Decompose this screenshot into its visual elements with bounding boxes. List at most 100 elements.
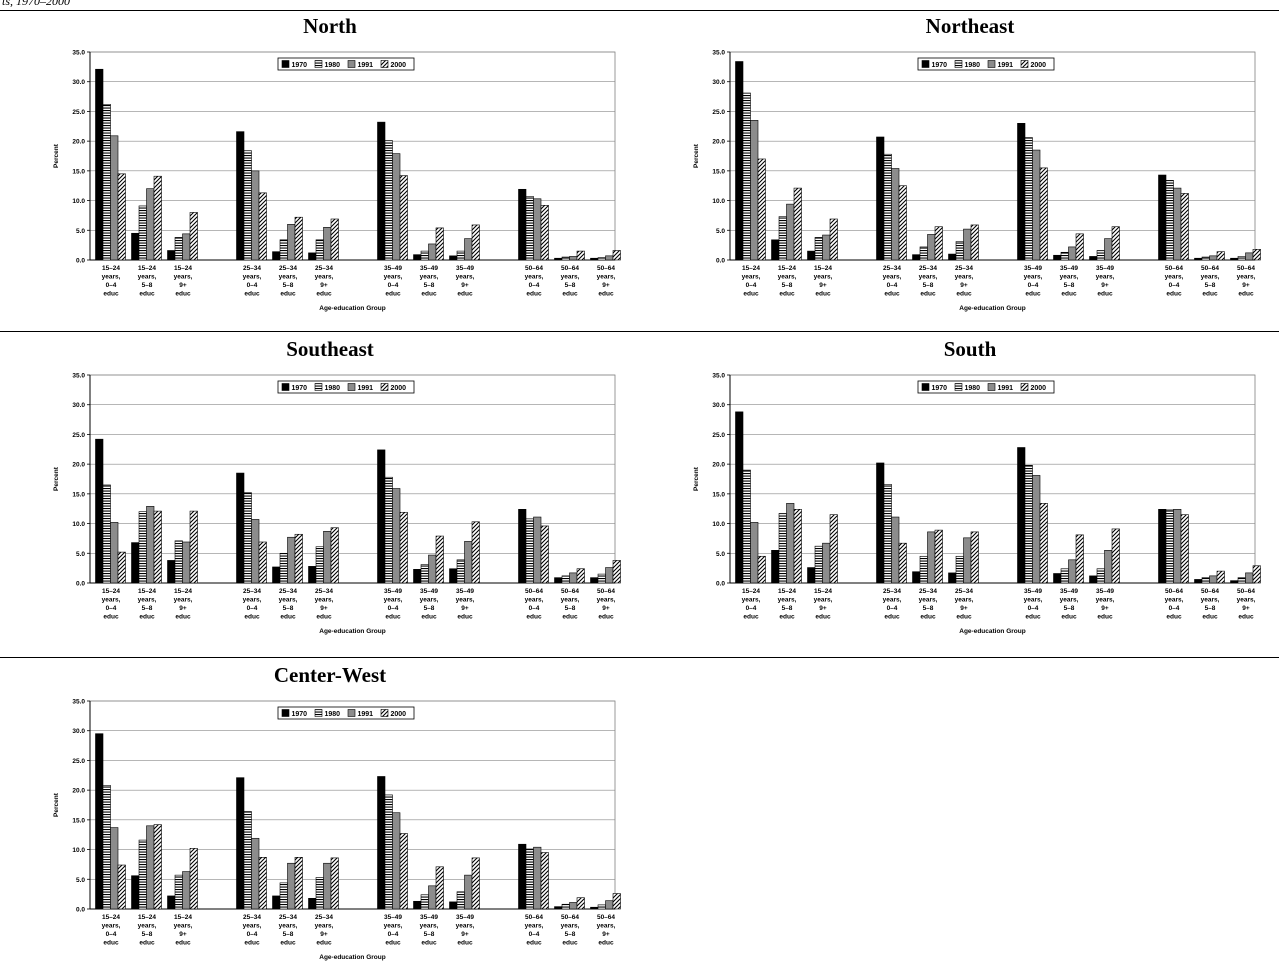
bar-1980 — [243, 150, 252, 261]
y-tick-label: 0.0 — [76, 581, 85, 588]
bar-1991 — [1209, 255, 1218, 261]
x-tick-label: educ — [598, 614, 614, 621]
bar-1970 — [308, 252, 317, 261]
bar-1970 — [167, 560, 176, 584]
x-tick-label: 35–49 — [456, 265, 474, 272]
y-tick-label: 5.0 — [76, 228, 85, 235]
y-tick-label: 0.0 — [716, 581, 725, 588]
x-tick-label: educ — [385, 614, 401, 621]
bar-1991 — [392, 488, 401, 584]
bar-1991 — [392, 153, 401, 261]
bar-1991 — [146, 506, 155, 584]
bar-2000 — [258, 541, 267, 584]
bar-2000 — [970, 531, 979, 584]
x-tick-label: 50–64 — [525, 914, 543, 921]
chart-title: Northeast — [925, 14, 1015, 38]
bar-1980 — [243, 492, 252, 584]
x-tick-label: 9+ — [320, 931, 328, 938]
bar-1980 — [1237, 256, 1246, 261]
y-tick-label: 20.0 — [712, 139, 725, 146]
x-tick-label: 35–49 — [456, 588, 474, 595]
x-tick-label: 5–8 — [1205, 282, 1216, 289]
bar-1970 — [413, 900, 422, 910]
legend-label: 1991 — [358, 385, 374, 392]
x-tick-label: educ — [139, 291, 155, 298]
bar-1970 — [377, 776, 386, 910]
legend-swatch — [954, 383, 963, 391]
x-tick-label: 9+ — [960, 605, 968, 612]
bar-1970 — [236, 131, 245, 261]
x-tick-label: 9+ — [461, 605, 469, 612]
legend-label: 2000 — [1031, 385, 1047, 392]
bar-1980 — [456, 891, 465, 910]
y-tick-label: 35.0 — [72, 373, 85, 380]
x-tick-label: 5–8 — [923, 282, 934, 289]
x-tick-label: educ — [457, 291, 473, 298]
x-tick-label: educ — [1238, 614, 1254, 621]
page-header-fragment: ts, 1970–2000 — [2, 0, 71, 8]
bar-1980 — [384, 140, 393, 261]
bar-1980 — [138, 205, 147, 261]
bar-1980 — [561, 903, 570, 910]
y-tick-label: 30.0 — [712, 402, 725, 409]
x-tick-label: 0–4 — [746, 282, 757, 289]
bar-1991 — [1068, 246, 1077, 261]
legend-label: 1991 — [998, 62, 1014, 69]
bar-1980 — [1165, 509, 1174, 584]
bar-2000 — [117, 173, 126, 261]
bar-1991 — [1245, 572, 1254, 584]
x-tick-label: years, — [279, 597, 298, 604]
x-tick-label: years, — [1201, 274, 1220, 281]
y-axis-label: Percent — [53, 792, 60, 817]
x-tick-label: 0–4 — [106, 931, 117, 938]
bar-1991 — [428, 554, 437, 584]
y-tick-label: 5.0 — [716, 551, 725, 558]
bar-2000 — [435, 227, 444, 261]
x-tick-label: educ — [1061, 614, 1077, 621]
bar-chart-north: 0.0 5.0 10.0 15.0 20.0 25.0 30.0 35.0 15–24 years… — [53, 50, 621, 312]
bar-2000 — [576, 250, 585, 261]
x-tick-label: 25–34 — [279, 588, 297, 595]
x-tick-label: educ — [175, 291, 191, 298]
x-tick-label: 35–49 — [1060, 265, 1078, 272]
x-tick-label: 5–8 — [424, 282, 435, 289]
bar-1970 — [590, 257, 599, 261]
bar-2000 — [399, 833, 408, 910]
bar-1980 — [138, 511, 147, 584]
x-tick-label: 50–64 — [597, 265, 615, 272]
x-tick-label: 9+ — [819, 605, 827, 612]
bar-1970 — [449, 255, 458, 261]
x-tick-label: years, — [778, 274, 797, 281]
x-tick-label: 15–24 — [138, 914, 156, 921]
bar-1991 — [182, 541, 191, 584]
bar-1970 — [1089, 575, 1098, 584]
bar-1980 — [138, 839, 147, 910]
bar-1991 — [1245, 252, 1254, 261]
x-tick-label: years, — [420, 923, 439, 930]
x-tick-label: educ — [457, 940, 473, 947]
x-tick-label: educ — [743, 614, 759, 621]
bar-1980 — [1096, 250, 1105, 261]
bar-2000 — [576, 897, 585, 910]
y-tick-label: 30.0 — [72, 402, 85, 409]
bar-1991 — [182, 871, 191, 910]
x-tick-label: educ — [598, 940, 614, 947]
x-tick-label: educ — [280, 291, 296, 298]
bar-1991 — [533, 516, 542, 584]
x-tick-label: 5–8 — [283, 282, 294, 289]
bar-1970 — [518, 509, 527, 584]
bar-1991 — [110, 522, 119, 584]
bar-1980 — [174, 540, 183, 584]
x-tick-label: educ — [316, 614, 332, 621]
bar-1991 — [891, 168, 900, 261]
bar-1991 — [323, 530, 332, 584]
bar-1980 — [456, 250, 465, 261]
x-tick-label: educ — [316, 940, 332, 947]
bar-2000 — [330, 857, 339, 910]
x-tick-label: educ — [956, 291, 972, 298]
bar-1991 — [927, 234, 936, 261]
bar-1991 — [287, 862, 296, 910]
x-tick-label: educ — [280, 940, 296, 947]
bar-2000 — [435, 535, 444, 584]
bar-1970 — [1017, 447, 1026, 584]
